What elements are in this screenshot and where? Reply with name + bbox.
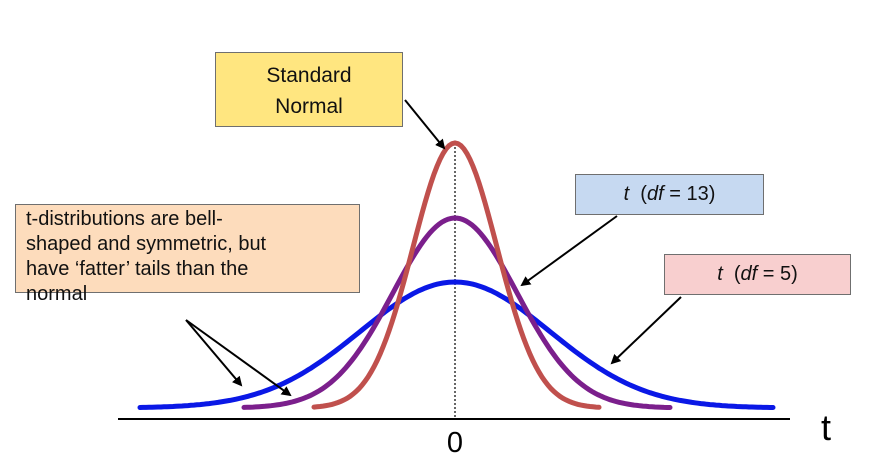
arrow-to-normal bbox=[404, 99, 446, 150]
t-df13-label-box: t (df = 13) bbox=[575, 174, 764, 215]
arrow-to-tail-right bbox=[185, 319, 292, 397]
note-line: shaped and symmetric, but bbox=[26, 233, 267, 255]
t-df5-label-box: t (df = 5) bbox=[664, 254, 851, 295]
t-df13-rest: = 13) bbox=[663, 183, 716, 205]
arrow-to-df5 bbox=[610, 296, 682, 365]
note-line: normal bbox=[26, 283, 88, 305]
t-df13-symbol: t bbox=[623, 183, 630, 205]
standard-normal-label-box: Standard Normal bbox=[215, 52, 403, 127]
t-df5-symbol: t bbox=[717, 263, 723, 285]
t-axis-label: t bbox=[821, 407, 831, 448]
t-df13-open: ( bbox=[629, 183, 647, 205]
t-df5-rest: = 5) bbox=[757, 263, 798, 285]
fatter-tails-note-box: t-distributions are bell- shaped and sym… bbox=[15, 204, 360, 305]
t-df13-curve bbox=[241, 215, 673, 410]
t-df13-df: df bbox=[646, 183, 664, 205]
t-df5-open: ( bbox=[722, 263, 741, 285]
note-line: have ‘fatter’ tails than the bbox=[26, 258, 249, 280]
standard-normal-curve bbox=[311, 140, 602, 410]
note-line: t-distributions are bell- bbox=[26, 208, 223, 230]
arrow-to-tail-left bbox=[185, 319, 243, 387]
t-df5-curve bbox=[137, 279, 776, 410]
t-df5-df: df bbox=[740, 263, 758, 285]
zero-tick-label: 0 bbox=[447, 427, 463, 459]
standard-normal-label-line2: Normal bbox=[275, 95, 343, 118]
standard-normal-label-line1: Standard bbox=[266, 64, 352, 87]
arrow-to-df13 bbox=[520, 215, 618, 287]
